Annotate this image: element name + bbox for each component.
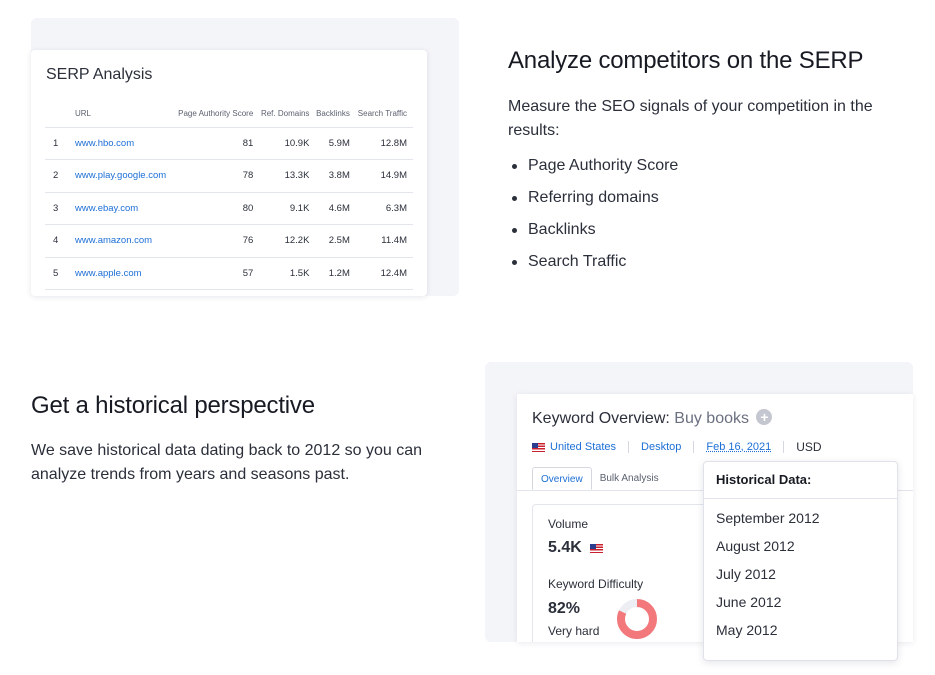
row-index: 5 xyxy=(45,257,75,290)
serp-header-row: URL Page Authority Score Ref. Domains Ba… xyxy=(45,100,413,128)
keyword-overview-title: Keyword Overview: Buy books + xyxy=(532,409,773,428)
row-ref-domains: 12.2K xyxy=(257,224,314,258)
keyword-text: Buy books xyxy=(674,410,749,427)
row-backlinks: 3.8M xyxy=(313,159,354,193)
dropdown-item[interactable]: May 2012 xyxy=(716,622,778,638)
competitors-heading: Analyze competitors on the SERP xyxy=(508,47,864,74)
difficulty-label: Keyword Difficulty xyxy=(548,577,644,591)
row-traffic: 11.4M xyxy=(353,224,413,258)
metrics-widget: Volume 5.4K Keyword Difficulty 82% Very … xyxy=(532,504,722,642)
column-header-traffic: Search Traffic xyxy=(353,100,413,128)
feature-list: Page Authority Score Referring domains B… xyxy=(508,154,678,282)
column-header-backlinks: Backlinks xyxy=(313,100,354,128)
row-authority: 76 xyxy=(172,224,258,258)
list-item: Search Traffic xyxy=(508,250,678,282)
volume-number: 5.4K xyxy=(548,539,582,556)
historical-heading: Get a historical perspective xyxy=(31,392,315,419)
row-ref-domains: 10.9K xyxy=(257,127,314,160)
difficulty-donut xyxy=(617,599,657,639)
row-url-link[interactable]: www.hbo.com xyxy=(75,137,135,149)
list-item: Referring domains xyxy=(508,186,678,218)
row-url-link[interactable]: www.play.google.com xyxy=(75,170,167,182)
table-row: 2 www.play.google.com 78 13.3K 3.8M 14.9… xyxy=(45,159,413,193)
column-header-url: URL xyxy=(75,100,173,128)
keyword-overview-label: Keyword Overview: xyxy=(532,410,670,427)
historical-description: We save historical data dating back to 2… xyxy=(31,442,423,483)
divider xyxy=(693,441,695,453)
volume-value: 5.4K xyxy=(548,539,608,557)
currency-label: USD xyxy=(796,440,822,454)
table-row: 3 www.ebay.com 80 9.1K 4.6M 6.3M xyxy=(45,192,413,225)
dropdown-title: Historical Data: xyxy=(716,472,812,487)
row-authority: 57 xyxy=(172,257,258,290)
row-url-link[interactable]: www.ebay.com xyxy=(75,202,139,214)
tab-overview[interactable]: Overview xyxy=(532,467,592,490)
divider xyxy=(628,441,630,453)
dropdown-item[interactable]: September 2012 xyxy=(716,510,820,526)
table-row: 4 www.amazon.com 76 12.2K 2.5M 11.4M xyxy=(45,224,413,258)
row-traffic: 12.4M xyxy=(353,257,413,290)
difficulty-value: 82% xyxy=(548,600,581,617)
row-authority: 80 xyxy=(172,192,258,225)
row-backlinks: 2.5M xyxy=(313,224,354,258)
serp-analysis-card: SERP Analysis URL Page Authority Score R… xyxy=(31,50,427,296)
tab-bar: Overview Bulk Analysis xyxy=(532,467,667,490)
table-row: 5 www.apple.com 57 1.5K 1.2M 12.4M xyxy=(45,257,413,290)
column-header-index xyxy=(45,100,75,128)
dropdown-item[interactable]: August 2012 xyxy=(716,538,795,554)
row-traffic: 6.3M xyxy=(353,192,413,225)
row-url-link[interactable]: www.amazon.com xyxy=(75,235,153,247)
dropdown-divider xyxy=(704,498,897,499)
us-flag-icon xyxy=(532,442,545,452)
row-traffic: 12.8M xyxy=(353,127,413,160)
serp-table: URL Page Authority Score Ref. Domains Ba… xyxy=(45,100,413,290)
row-ref-domains: 13.3K xyxy=(257,159,314,193)
column-header-authority: Page Authority Score xyxy=(172,100,258,128)
us-flag-icon xyxy=(589,543,603,553)
row-index: 3 xyxy=(45,192,75,225)
list-item: Page Authority Score xyxy=(508,154,678,186)
row-index: 4 xyxy=(45,224,75,258)
keyword-meta-bar: United States Desktop Feb 16, 2021 USD xyxy=(532,440,822,454)
row-index: 1 xyxy=(45,127,75,160)
dropdown-item[interactable]: July 2012 xyxy=(716,566,776,582)
serp-title: SERP Analysis xyxy=(46,66,153,83)
row-backlinks: 5.9M xyxy=(313,127,354,160)
row-traffic: 14.9M xyxy=(353,159,413,193)
row-backlinks: 4.6M xyxy=(313,192,354,225)
dropdown-item[interactable]: June 2012 xyxy=(716,594,782,610)
country-selector[interactable]: United States xyxy=(532,441,616,453)
row-authority: 81 xyxy=(172,127,258,160)
table-row: 1 www.hbo.com 81 10.9K 5.9M 12.8M xyxy=(45,127,413,160)
row-ref-domains: 9.1K xyxy=(257,192,314,225)
device-selector[interactable]: Desktop xyxy=(641,441,682,453)
row-ref-domains: 1.5K xyxy=(257,257,314,290)
historical-data-dropdown: Historical Data: September 2012 August 2… xyxy=(703,461,898,661)
donut-fill xyxy=(617,599,657,639)
tab-bulk-analysis[interactable]: Bulk Analysis xyxy=(599,473,659,484)
competitors-description: Measure the SEO signals of your competit… xyxy=(508,98,873,139)
row-index: 2 xyxy=(45,159,75,193)
volume-label: Volume xyxy=(548,517,589,531)
divider xyxy=(783,441,785,453)
add-icon[interactable]: + xyxy=(756,409,773,425)
list-item: Backlinks xyxy=(508,218,678,250)
row-authority: 78 xyxy=(172,159,258,193)
date-selector[interactable]: Feb 16, 2021 xyxy=(706,441,772,453)
country-label: United States xyxy=(550,441,617,453)
difficulty-text: Very hard xyxy=(548,624,600,638)
row-backlinks: 1.2M xyxy=(313,257,354,290)
row-url-link[interactable]: www.apple.com xyxy=(75,267,142,279)
column-header-ref-domains: Ref. Domains xyxy=(257,100,314,128)
